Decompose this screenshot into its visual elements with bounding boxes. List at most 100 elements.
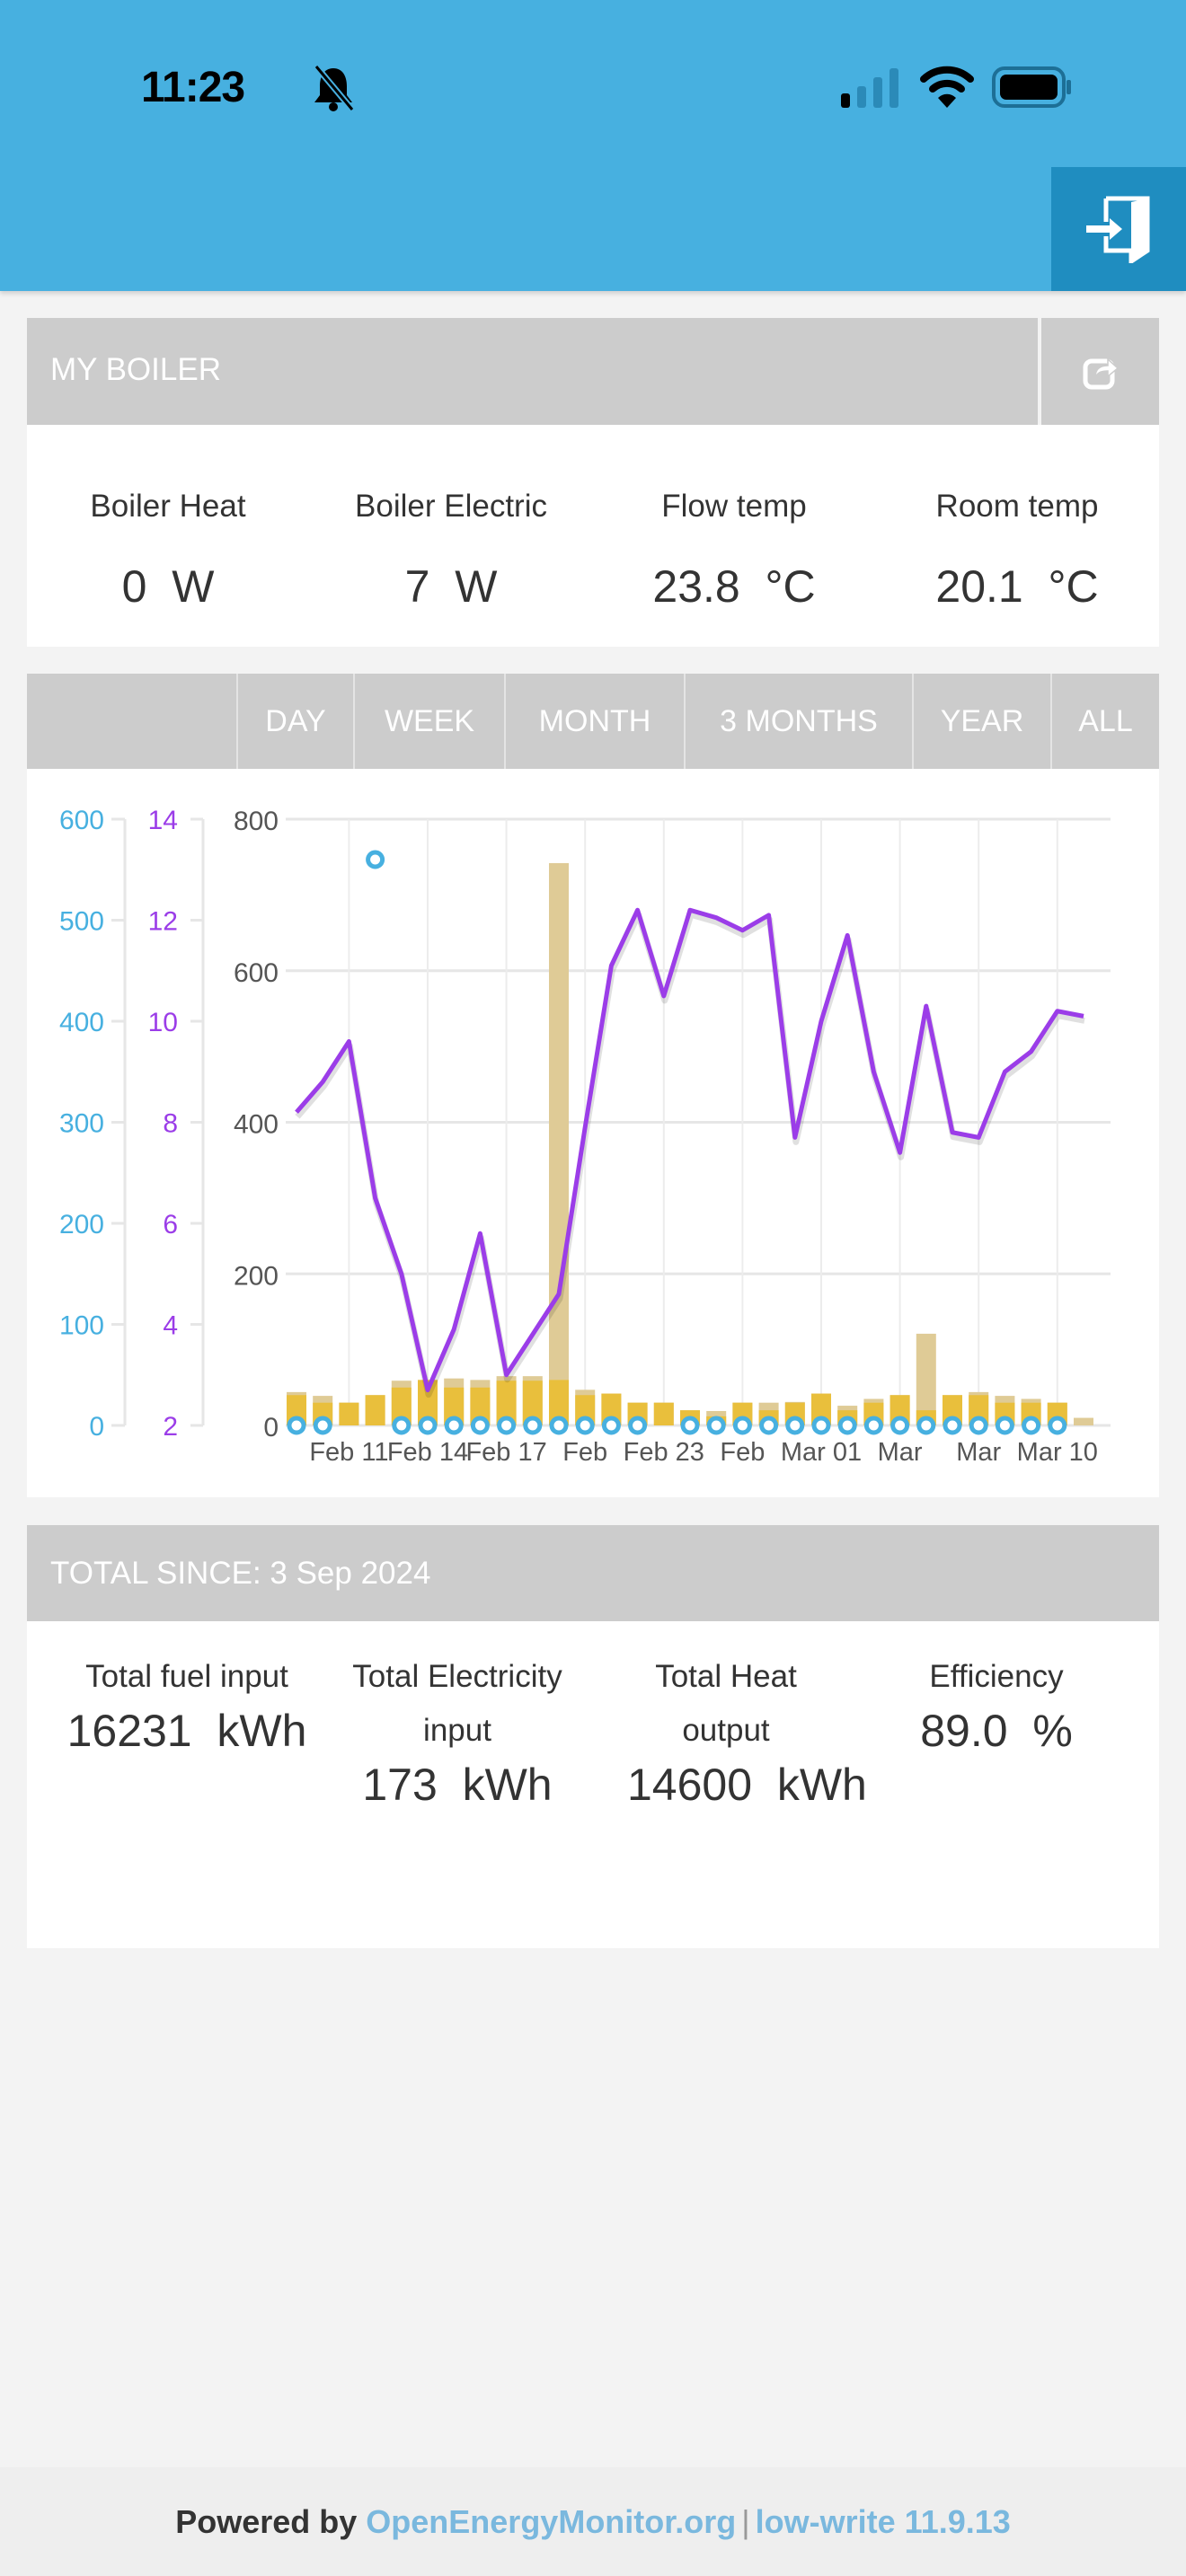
version-link[interactable]: low-write 11.9.13 bbox=[755, 2502, 1011, 2540]
blue-point bbox=[1022, 1416, 1041, 1435]
stat-value: 23.8 °C bbox=[652, 560, 815, 613]
total-label: Total Electricity input bbox=[352, 1659, 562, 1748]
boiler-title: MY BOILER bbox=[50, 352, 221, 387]
heat-bar bbox=[496, 1381, 517, 1425]
heat-bar bbox=[365, 1395, 385, 1425]
heat-bar bbox=[549, 1380, 569, 1425]
battery-icon bbox=[992, 66, 1071, 108]
stat-value: 20.1 °C bbox=[935, 560, 1098, 613]
footer-prefix: Powered by bbox=[175, 2502, 358, 2540]
login-button[interactable] bbox=[1051, 167, 1186, 291]
blue-point bbox=[418, 1416, 438, 1435]
share-button[interactable] bbox=[1041, 318, 1159, 425]
blue-axis-tick: 100 bbox=[59, 1311, 104, 1341]
total-item: Efficiency 89.0 % bbox=[866, 1650, 1127, 1758]
stat-unit: W bbox=[172, 561, 215, 612]
heat-bar bbox=[522, 1381, 543, 1425]
range-tab-day[interactable]: DAY bbox=[236, 674, 353, 769]
openenergymonitor-link[interactable]: OpenEnergyMonitor.org bbox=[366, 2502, 737, 2540]
total-item: Total Heat output 14600 kWh bbox=[627, 1650, 867, 1812]
purple-axis-tick: 8 bbox=[163, 1109, 178, 1139]
stat-unit: W bbox=[455, 561, 498, 612]
total-item: Total Electricity input 173 kWh bbox=[327, 1650, 588, 1812]
blue-point bbox=[392, 1416, 412, 1435]
purple-axis-tick: 4 bbox=[163, 1311, 178, 1341]
purple-axis-tick: 14 bbox=[148, 806, 178, 835]
main-axis-tick: 600 bbox=[234, 958, 279, 988]
blue-point bbox=[523, 1416, 543, 1435]
range-tab-month[interactable]: MONTH bbox=[504, 674, 684, 769]
x-axis-label: Feb 23 bbox=[624, 1438, 704, 1467]
x-axis-label: Feb bbox=[562, 1438, 607, 1467]
bell-slash-icon bbox=[314, 64, 355, 112]
blue-point bbox=[706, 1416, 726, 1435]
chart-panel bbox=[27, 769, 1159, 1497]
wifi-icon bbox=[920, 66, 974, 108]
blue-point bbox=[287, 1416, 306, 1435]
stat-unit: °C bbox=[765, 561, 816, 612]
blue-point bbox=[890, 1416, 910, 1435]
heat-bar bbox=[444, 1387, 465, 1425]
blue-point bbox=[785, 1416, 805, 1435]
total-label: Total fuel input bbox=[85, 1659, 288, 1694]
range-tab-all[interactable]: ALL bbox=[1050, 674, 1159, 769]
main-axis-tick: 400 bbox=[234, 1110, 279, 1140]
blue-point bbox=[995, 1416, 1014, 1435]
range-tabs-bar bbox=[27, 674, 1159, 769]
blue-axis-tick: 500 bbox=[59, 907, 104, 937]
total-value: 14600 kWh bbox=[627, 1758, 867, 1812]
app-header bbox=[0, 0, 1186, 291]
heat-bar bbox=[653, 1402, 674, 1425]
heat-bar bbox=[418, 1380, 438, 1425]
total-unit: kWh bbox=[776, 1760, 867, 1810]
status-time: 11:23 bbox=[141, 64, 245, 111]
total-unit: kWh bbox=[217, 1706, 307, 1756]
stat-unit: °C bbox=[1048, 561, 1099, 612]
footer: Powered by OpenEnergyMonitor.org | low-wri… bbox=[0, 2467, 1186, 2576]
blue-point bbox=[1048, 1416, 1067, 1435]
range-tab-3-months[interactable]: 3 MONTHS bbox=[684, 674, 912, 769]
range-tab-year[interactable]: YEAR bbox=[912, 674, 1050, 769]
total-unit: % bbox=[1032, 1706, 1073, 1756]
stat-label: Boiler Electric bbox=[355, 489, 547, 524]
x-axis-label: Feb 17 bbox=[465, 1438, 546, 1467]
purple-series-line bbox=[295, 907, 1084, 1393]
stat-label: Room temp bbox=[935, 489, 1099, 524]
total-number: 14600 bbox=[627, 1760, 753, 1810]
stat-number: 7 bbox=[404, 561, 430, 612]
blue-point bbox=[759, 1416, 779, 1435]
blue-point bbox=[969, 1416, 988, 1435]
stat-label: Boiler Heat bbox=[90, 489, 246, 524]
stat-value: 0 W bbox=[122, 560, 215, 613]
heat-bar bbox=[391, 1387, 412, 1425]
total-value: 89.0 % bbox=[866, 1704, 1127, 1758]
totals-header: TOTAL SINCE: 3 Sep 2024 bbox=[27, 1525, 1159, 1621]
total-unit: kWh bbox=[462, 1760, 553, 1810]
blue-point bbox=[732, 1416, 752, 1435]
main-axis-tick: 0 bbox=[263, 1413, 279, 1442]
total-value: 16231 kWh bbox=[57, 1704, 317, 1758]
stat-number: 23.8 bbox=[652, 561, 740, 612]
total-number: 173 bbox=[362, 1760, 438, 1810]
total-value: 173 kWh bbox=[327, 1758, 588, 1812]
stat-number: 20.1 bbox=[935, 561, 1023, 612]
blue-point bbox=[313, 1416, 332, 1435]
stat-value: 7 W bbox=[405, 560, 498, 613]
x-axis-label: Mar 10 bbox=[1017, 1438, 1098, 1467]
boiler-card-header: MY BOILER bbox=[27, 318, 1038, 425]
footer-separator: | bbox=[741, 2502, 750, 2540]
sign-in-icon bbox=[1086, 196, 1150, 263]
blue-point bbox=[916, 1416, 936, 1435]
blue-point bbox=[811, 1416, 831, 1435]
range-tab-week[interactable]: WEEK bbox=[353, 674, 504, 769]
main-axis-tick: 200 bbox=[234, 1261, 279, 1291]
blue-point bbox=[943, 1416, 962, 1435]
blue-axis-tick: 600 bbox=[59, 806, 104, 835]
share-icon bbox=[1083, 357, 1119, 389]
totals-title: TOTAL SINCE: 3 Sep 2024 bbox=[50, 1556, 431, 1591]
heat-bar bbox=[470, 1387, 491, 1425]
blue-point bbox=[470, 1416, 490, 1435]
signal-icon bbox=[841, 68, 898, 108]
blue-point bbox=[497, 1416, 517, 1435]
